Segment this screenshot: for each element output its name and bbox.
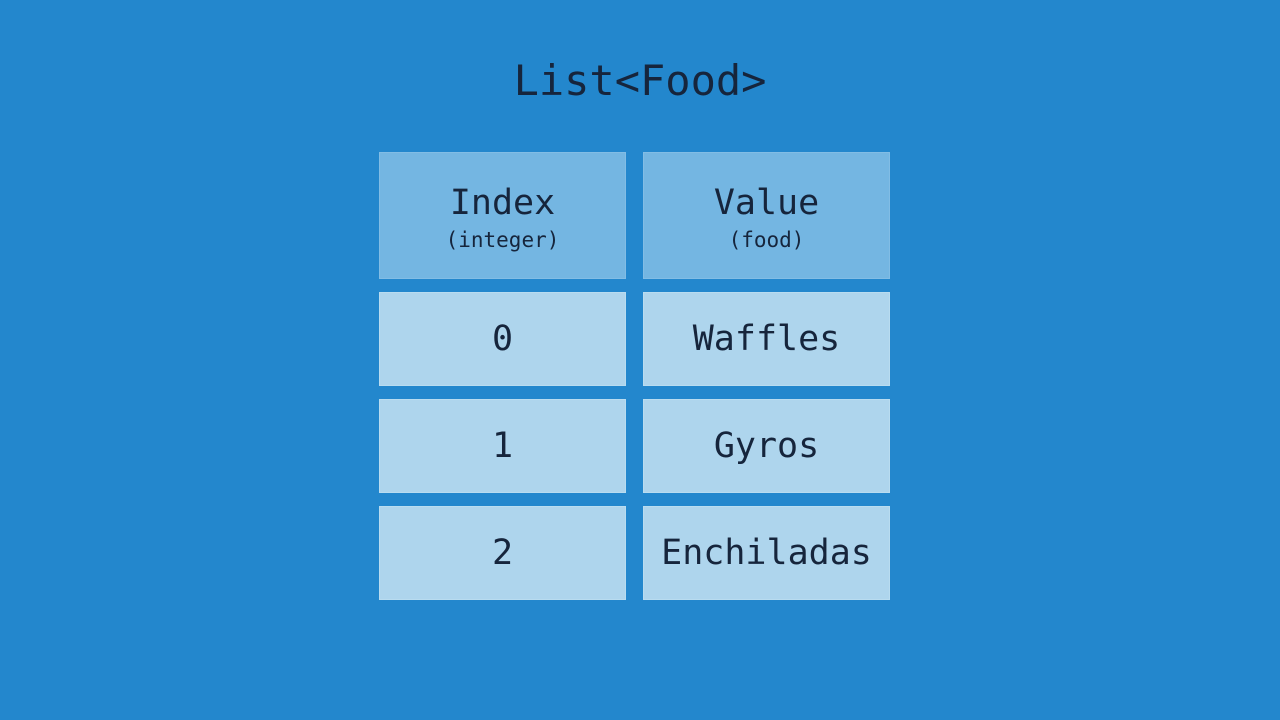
cell-index: 2 (379, 506, 626, 600)
cell-value: Gyros (643, 399, 890, 493)
cell-value-text: Waffles (692, 318, 841, 359)
cell-index-text: 2 (491, 532, 514, 573)
cell-value-text: Gyros (713, 425, 820, 466)
table-row: 2 Enchiladas (379, 506, 890, 600)
table-row: 0 Waffles (379, 292, 890, 386)
column-header-index-type: (integer) (445, 228, 560, 252)
column-header-value: Value (food) (643, 152, 890, 279)
page-title: List<Food> (513, 56, 767, 105)
column-header-value-label: Value (713, 183, 820, 223)
cell-index: 0 (379, 292, 626, 386)
cell-value-text: Enchiladas (661, 532, 872, 573)
table-row: 1 Gyros (379, 399, 890, 493)
column-header-index: Index (integer) (379, 152, 626, 279)
cell-index-text: 1 (491, 425, 514, 466)
cell-index: 1 (379, 399, 626, 493)
column-header-value-type: (food) (728, 228, 805, 252)
cell-value: Enchiladas (643, 506, 890, 600)
list-table: Index (integer) Value (food) 0 Waffles 1 (379, 152, 890, 600)
cell-value: Waffles (643, 292, 890, 386)
cell-index-text: 0 (491, 318, 514, 359)
table-header-row: Index (integer) Value (food) (379, 152, 890, 279)
column-header-index-label: Index (449, 183, 556, 223)
